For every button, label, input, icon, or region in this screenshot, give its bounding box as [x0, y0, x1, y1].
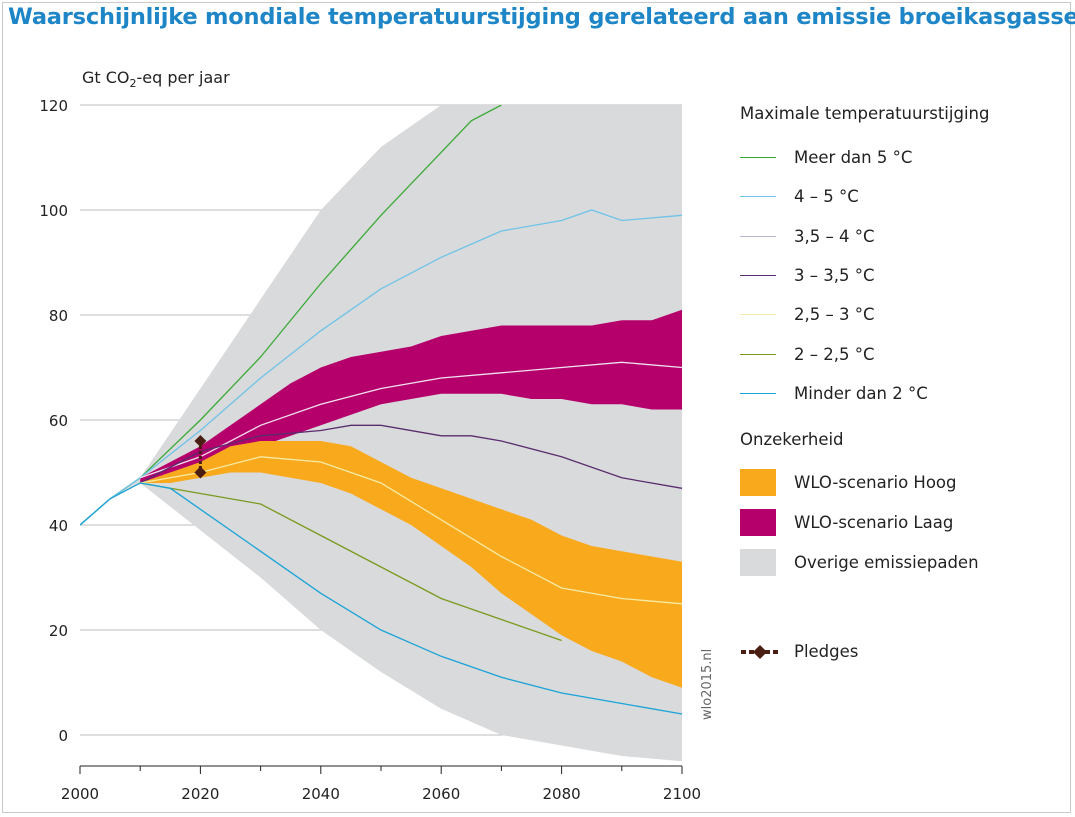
y-axis-label: Gt CO2-eq per jaar: [82, 68, 230, 90]
axes: 2000 2020 2040 2060 2080 2100: [61, 765, 701, 803]
y-tick-label: 40: [49, 517, 68, 535]
legend-line-symbol: [740, 392, 776, 394]
series-line-2: [139, 361, 683, 479]
legend-line-symbol: [740, 235, 776, 237]
legend-item-temp: Minder dan 2 °C: [740, 380, 1060, 408]
legend-item-temp: 3 – 3,5 °C: [740, 262, 1060, 290]
legend-line-symbol: [740, 196, 776, 198]
y-axis-label-post: -eq per jaar: [136, 68, 230, 87]
legend-label: 2,5 – 3 °C: [794, 305, 875, 325]
legend-label: Overige emissiepaden: [794, 553, 979, 572]
legend-label: 3,5 – 4 °C: [794, 226, 875, 246]
legend-uncertainty-heading: Onzekerheid: [740, 430, 844, 449]
legend-item-pledges: Pledges: [740, 638, 1060, 666]
y-tick-label: 100: [39, 202, 68, 220]
pledges-marker: [194, 435, 207, 479]
watermark: wlo2015.nl: [700, 648, 715, 720]
y-tick-label: 20: [49, 622, 68, 640]
uncertainty-bands: [80, 105, 682, 762]
legend-label: Minder dan 2 °C: [794, 383, 928, 403]
series-line-6: [80, 482, 683, 715]
legend-line-symbol: [740, 157, 776, 158]
legend-item-uncertainty: WLO-scenario Laag: [740, 509, 1060, 537]
x-tick-label: 2040: [302, 785, 340, 803]
legend-line-symbol: [740, 274, 776, 276]
y-axis-label-pre: Gt CO: [82, 68, 130, 87]
legend-box-symbol: [740, 469, 776, 496]
legend-label: 4 – 5 °C: [794, 187, 859, 207]
y-tick-label: 0: [58, 727, 68, 745]
legend-label: WLO-scenario Hoog: [794, 473, 957, 492]
legend-label: 3 – 3,5 °C: [794, 265, 875, 285]
y-tick-label: 80: [49, 307, 68, 325]
band-wlo-scenario-hoog: [140, 441, 682, 688]
legend-label: 2 – 2,5 °C: [794, 344, 875, 364]
series-line-5: [140, 482, 562, 642]
legend-box-symbol: [740, 549, 776, 576]
legend-line-symbol: [740, 353, 776, 355]
pledges-diamond: [194, 435, 207, 447]
x-tick-label: 2020: [181, 785, 219, 803]
y-tick-label: 60: [49, 412, 68, 430]
band-overige-emissiepaden: [80, 105, 682, 762]
series-line-4: [140, 456, 683, 605]
legend-item-temp: 2,5 – 3 °C: [740, 301, 1060, 329]
series-lines: [80, 105, 683, 715]
legend-box-symbol: [740, 509, 776, 536]
series-line-3: [139, 424, 683, 489]
legend-label: Meer dan 5 °C: [794, 148, 913, 167]
chart-title: Waarschijnlijke mondiale temperatuurstij…: [8, 4, 1075, 30]
y-tick-label: 120: [39, 97, 68, 115]
x-tick-label: 2100: [663, 785, 701, 803]
legend-item-temp: 3,5 – 4 °C: [740, 223, 1060, 251]
pledges-symbol: [741, 645, 779, 659]
x-tick-label: 2060: [422, 785, 460, 803]
legend-item-uncertainty: Overige emissiepaden: [740, 549, 1060, 577]
pledges-diamond: [194, 466, 207, 479]
legend-label: WLO-scenario Laag: [794, 513, 954, 532]
legend-line-symbol: [740, 314, 776, 316]
legend-label: Pledges: [794, 642, 859, 661]
legend-item-temp: 2 – 2,5 °C: [740, 341, 1060, 369]
y-axis-label-sub: 2: [129, 77, 137, 91]
x-tick-label: 2000: [61, 785, 99, 803]
legend-item-temp: Meer dan 5 °C: [740, 144, 1060, 172]
band-wlo-scenario-laag: [140, 309, 682, 483]
x-tick-label: 2080: [543, 785, 581, 803]
legend-item-temp: 4 – 5 °C: [740, 183, 1060, 211]
legend-temp-heading: Maximale temperatuurstijging: [740, 104, 990, 123]
legend-item-uncertainty: WLO-scenario Hoog: [740, 469, 1060, 497]
